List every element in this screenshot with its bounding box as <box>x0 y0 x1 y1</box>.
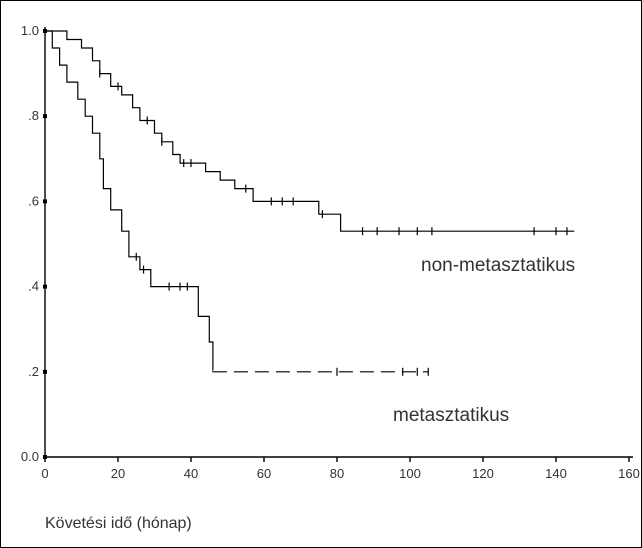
y-tick-mark <box>43 284 47 289</box>
y-tick-label: .8 <box>28 108 39 123</box>
x-tick-label: 80 <box>330 466 344 481</box>
x-axis-label: Követési idő (hónap) <box>45 515 192 532</box>
series-metasztatikus <box>45 30 429 376</box>
x-tick-label: 0 <box>41 466 48 481</box>
y-tick-label: .4 <box>28 279 39 294</box>
x-tick-label: 20 <box>111 466 125 481</box>
x-tick-label: 100 <box>399 466 421 481</box>
y-tick-label: 1.0 <box>21 23 39 38</box>
x-tick-label: 140 <box>545 466 567 481</box>
axes <box>44 27 633 458</box>
x-ticks: 0 20 40 60 80 100 120 140 160 <box>41 457 640 481</box>
y-tick-mark <box>43 114 47 119</box>
series-non-metasztatikus <box>45 30 575 236</box>
x-tick-label: 160 <box>618 466 640 481</box>
y-tick-mark <box>43 369 47 374</box>
series-layer <box>45 30 575 376</box>
series-label-non-metasztatikus: non-metasztatikus <box>421 255 575 276</box>
y-tick-label: .6 <box>28 193 39 208</box>
x-tick-label: 60 <box>257 466 271 481</box>
x-tick-label: 120 <box>472 466 494 481</box>
series-label-metasztatikus: metasztatikus <box>393 405 509 426</box>
survival-curve-non-metasztatikus <box>45 30 575 232</box>
x-tick-label: 40 <box>184 466 198 481</box>
survival-curve-metasztatikus <box>45 30 429 373</box>
y-tick-label: .2 <box>28 364 39 379</box>
y-ticks: 0.0 .2 .4 .6 .8 1.0 <box>21 23 47 464</box>
y-tick-mark <box>43 199 47 204</box>
y-tick-label: 0.0 <box>21 449 39 464</box>
